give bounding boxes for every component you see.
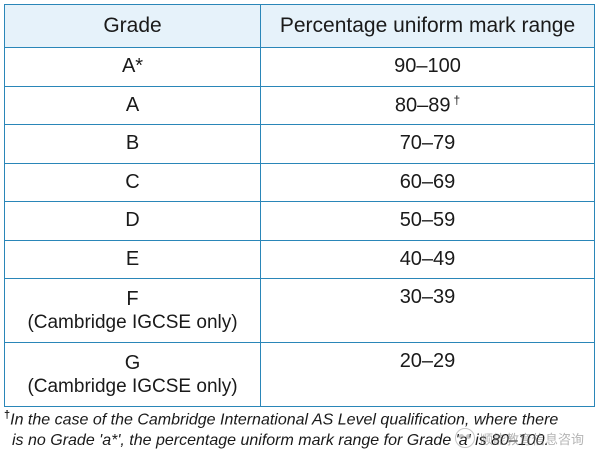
range-cell: 30–39 [260,278,595,343]
table-row: D 50–59 [4,201,595,241]
footnote: †In the case of the Cambridge Internatio… [4,405,594,451]
table-row: E 40–49 [4,239,595,279]
grade-table-container: Grade Percentage uniform mark range A* 9… [4,4,595,407]
grade-table: Grade Percentage uniform mark range A* 9… [4,4,595,407]
range-cell: 60–69 [260,162,595,202]
grade-cell: G (Cambridge IGCSE only) [4,342,261,407]
footnote-dagger: † [4,409,11,421]
grade-cell: B [4,124,261,164]
grade-cell: A [4,85,261,125]
table-row: B 70–79 [4,124,595,164]
footnote-line-2: is no Grade 'a*', the percentage uniform… [12,432,549,450]
grade-cell: F (Cambridge IGCSE only) [4,278,261,343]
grade-cell: E [4,239,261,279]
range-cell: 50–59 [260,201,595,241]
table-row: F (Cambridge IGCSE only) 30–39 [4,278,595,343]
table-header-row: Grade Percentage uniform mark range [4,4,595,48]
grade-note: (Cambridge IGCSE only) [27,311,238,333]
grade-letter: F [126,287,139,310]
grade-letter: G [124,351,141,374]
watermark-text: 顺能教育信息咨询 [479,431,584,447]
table-row: C 60–69 [4,162,595,202]
footnote-marker: † [453,92,461,107]
table-row: G (Cambridge IGCSE only) 20–29 [4,342,595,407]
wechat-icon [454,428,475,448]
header-grade: Grade [4,4,261,48]
grade-note: (Cambridge IGCSE only) [27,375,238,397]
watermark: 顺能教育信息咨询 [454,426,584,450]
grade-cell: D [4,201,261,241]
range-value: 80–89 [394,94,451,117]
grade-cell: C [4,162,261,202]
header-percentage-range: Percentage uniform mark range [260,4,595,48]
range-cell: 20–29 [260,342,595,407]
table-row: A 80–89 † [4,85,595,125]
range-cell: 80–89 † [260,85,595,125]
range-cell: 70–79 [260,124,595,164]
grade-cell: A* [4,47,261,87]
range-cell: 40–49 [260,239,595,279]
table-row: A* 90–100 [4,47,595,87]
footnote-line-1: In the case of the Cambridge Internation… [10,411,559,429]
range-cell: 90–100 [260,47,595,87]
